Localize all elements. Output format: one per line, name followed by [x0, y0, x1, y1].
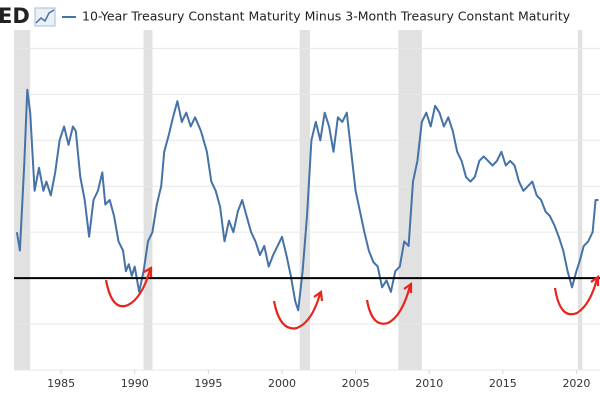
logo: ED	[0, 4, 30, 28]
x-tick-label: 1990	[121, 377, 149, 390]
recession-band	[577, 30, 583, 370]
data-line	[15, 88, 599, 312]
logo-icon	[34, 7, 56, 27]
x-tick-label: 2010	[415, 377, 443, 390]
x-tick-label: 2005	[342, 377, 370, 390]
plot-area: 1985 1990 1995 2000 2005 2010 2015 2020	[14, 30, 600, 390]
x-tick-label: 2015	[489, 377, 517, 390]
recession-band	[299, 30, 310, 370]
recession-band	[398, 30, 422, 370]
annotation-arrows	[104, 266, 600, 330]
x-tick-label: 1995	[194, 377, 222, 390]
legend-label: 10-Year Treasury Constant Maturity Minus…	[82, 9, 571, 24]
x-tick-label: 2020	[562, 377, 590, 390]
x-tick-label: 2000	[268, 377, 296, 390]
recession-band	[143, 30, 153, 370]
x-tick-label: 1985	[47, 377, 75, 390]
